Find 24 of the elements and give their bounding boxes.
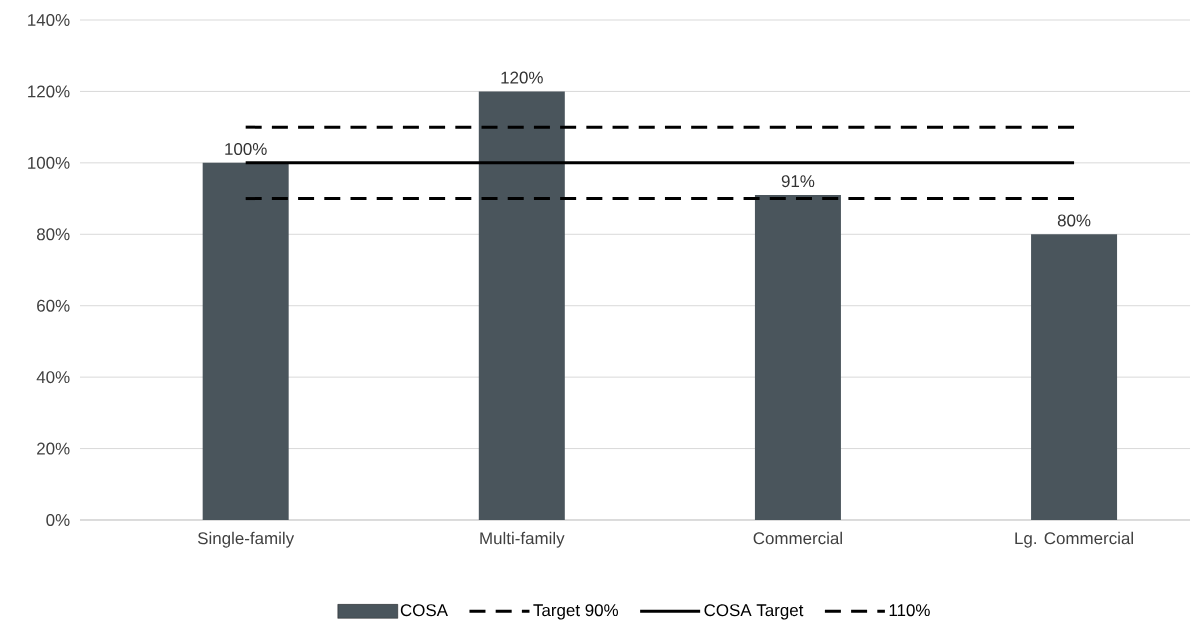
y-tick-label: 140% <box>28 14 70 26</box>
x-tick-label: Multi-family <box>480 531 565 548</box>
data-label: 100% <box>225 143 267 156</box>
legend-label: Target 90% <box>533 604 619 620</box>
legend-label: 110% <box>889 604 930 617</box>
y-tick-label: 20% <box>37 442 70 455</box>
bar <box>1031 234 1118 520</box>
legend-label: COSA <box>400 604 448 617</box>
data-label: 80% <box>1057 214 1091 227</box>
data-label: 120% <box>501 71 543 84</box>
y-tick-label: 40% <box>36 371 70 384</box>
legend-label: COSA Target <box>704 604 804 620</box>
y-tick-label: 100% <box>28 156 70 169</box>
data-label: 91% <box>781 175 815 188</box>
x-tick-label: Lg. Commercial <box>1015 531 1133 548</box>
bar <box>202 162 289 520</box>
bar <box>478 91 565 520</box>
y-tick-label: 120% <box>28 85 70 98</box>
bar <box>754 195 841 520</box>
y-tick-label: 0% <box>46 514 70 526</box>
y-tick-label: 80% <box>36 228 70 241</box>
y-tick-label: 60% <box>37 299 70 312</box>
x-tick-label: Single-family <box>197 531 295 548</box>
x-tick-label: Commercial <box>753 531 842 545</box>
